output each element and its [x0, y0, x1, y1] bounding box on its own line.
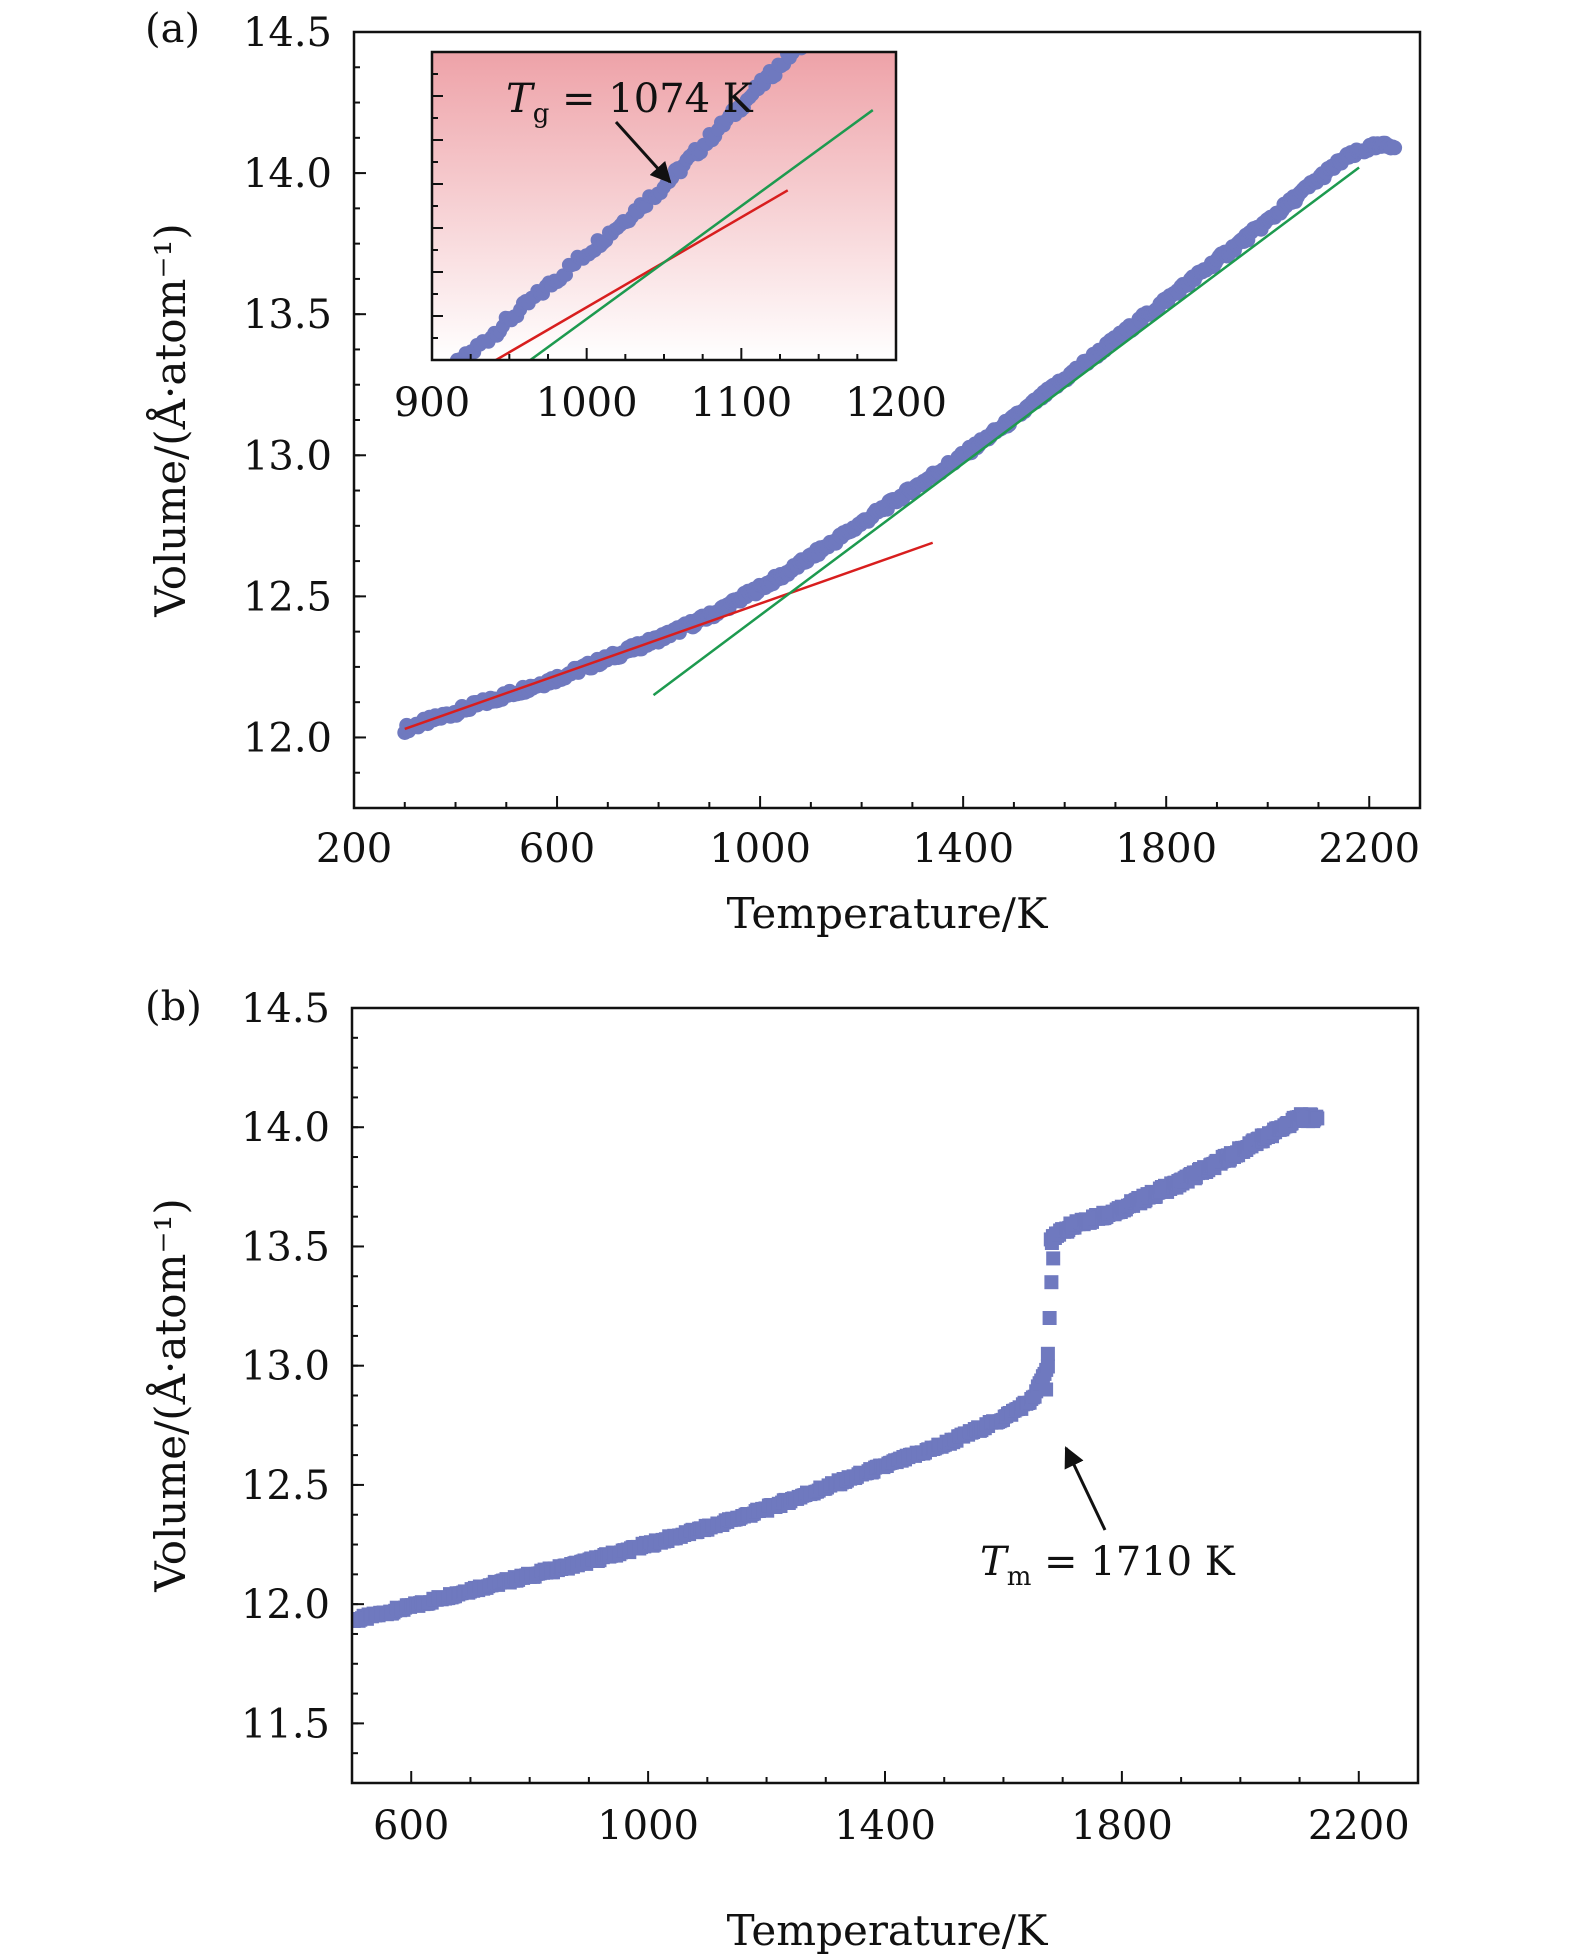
inset-point	[791, 36, 805, 50]
panel-b-y-tick-label: 13.5	[241, 1224, 330, 1270]
tg-arrow	[614, 120, 672, 184]
panel-a-x-tick-label: 1400	[912, 826, 1014, 872]
panel-b-x-tick-label: 1800	[1071, 1803, 1173, 1849]
panel-b-y-tick-label: 12.0	[241, 1582, 330, 1628]
inset-point	[797, 33, 811, 47]
panel-a-liquid-fit-line	[652, 166, 1360, 697]
panel-a-axes: 200 600 1000 1400 1800 2200 12.0 12.5 13.0 13.5 14…	[243, 10, 1421, 872]
panel-b-point	[1044, 1275, 1059, 1290]
tg-annotation: Tg = 1074 K	[506, 76, 754, 129]
panel-a-x-tick-label: 2200	[1318, 826, 1420, 872]
inset-point	[826, 8, 840, 22]
panel-b-frame	[350, 1006, 1420, 1785]
inset-point	[837, 0, 851, 5]
panel-b-point	[1040, 1359, 1055, 1374]
panel-b-y-tick-label: 13.0	[241, 1344, 330, 1390]
inset-point	[817, 10, 831, 24]
inset-x-tick-label: 1100	[690, 380, 792, 426]
panel-b-x-tick-label: 600	[373, 1803, 449, 1849]
inset-point	[809, 18, 823, 32]
panel-b: (b) 600 1000 1400 1800 2200 11.5 12.0 12.5 13.0 1…	[145, 984, 1420, 1955]
tm-arrow	[1064, 1446, 1107, 1531]
inset-x-tick-label: 1200	[845, 380, 947, 426]
inset-x-tick-label: 1000	[536, 380, 638, 426]
inset-background	[432, 52, 896, 360]
inset-point	[814, 16, 828, 30]
panel-a-x-tick-label: 1800	[1115, 826, 1217, 872]
panel-a-y-tick-label: 14.5	[243, 10, 332, 56]
panel-b-point	[1310, 1111, 1325, 1126]
inset-axes: 900 1000 1100 1200	[394, 73, 947, 426]
inset-point	[795, 52, 808, 56]
panel-a-y-tick-label: 13.0	[243, 433, 332, 479]
inset-point	[785, 52, 800, 60]
panel-a: (a) 200 600 1000 1400 1800 2200 12.0 12.5 13.0 13…	[145, 0, 1422, 938]
panel-a-y-tick-label: 13.5	[243, 292, 332, 338]
inset-data	[441, 0, 874, 378]
tm-annotation: Tm = 1710 K	[980, 1539, 1236, 1592]
panel-b-x-tick-label: 1400	[834, 1803, 936, 1849]
panel-b-y-tick-label: 14.0	[241, 1105, 330, 1151]
panel-a-glass-fit-line	[404, 541, 934, 731]
inset-point	[812, 22, 826, 36]
panel-b-x-tick-label: 1000	[597, 1803, 699, 1849]
inset-glass-fit-line	[493, 189, 789, 360]
inset-point	[829, 0, 843, 12]
panel-a-x-axis-title: Temperature/K	[727, 889, 1049, 938]
inset-point	[447, 364, 461, 378]
panel-a-y-tick-label: 14.0	[243, 151, 332, 197]
panel-b-point	[1046, 1251, 1061, 1266]
inset-point	[832, 0, 846, 8]
panel-b-data	[352, 1107, 1325, 1628]
panel-b-y-tick-label: 11.5	[241, 1701, 330, 1747]
panel-b-x-tick-label: 2200	[1308, 1803, 1410, 1849]
inset-point	[823, 3, 837, 17]
inset-point	[441, 361, 455, 375]
inset-plot: 900 1000 1100 1200 Tg = 1074 K	[394, 0, 947, 426]
panel-a-y-axis-title: Volume/(Å·atom⁻¹)	[145, 223, 195, 618]
panel-a-x-tick-label: 200	[316, 826, 392, 872]
panel-b-label: (b)	[145, 984, 202, 1030]
panel-b-point	[1042, 1311, 1057, 1325]
panel-a-label: (a)	[145, 6, 200, 52]
panel-a-point	[1387, 140, 1403, 156]
inset-point	[840, 0, 854, 3]
panel-b-y-tick-label: 12.5	[241, 1463, 330, 1509]
panel-b-point	[1039, 1382, 1054, 1397]
panel-b-y-tick-label: 14.5	[241, 986, 330, 1032]
panel-b-point	[1040, 1346, 1055, 1361]
panel-a-y-tick-label: 12.0	[243, 715, 332, 761]
panel-b-x-axis-title: Temperature/K	[727, 1906, 1049, 1955]
panel-b-y-axis-title: Volume/(Å·atom⁻¹)	[145, 1198, 195, 1593]
inset-point	[846, 0, 860, 2]
inset-point	[835, 0, 849, 4]
panel-a-x-tick-label: 600	[519, 826, 595, 872]
inset-point	[449, 359, 454, 360]
inset-point	[820, 7, 834, 21]
inset-liquid-fit-line	[528, 109, 874, 360]
panel-a-x-tick-label: 1000	[709, 826, 811, 872]
panel-a-y-tick-label: 12.5	[243, 574, 332, 620]
panel-a-data	[397, 135, 1403, 740]
inset-x-tick-label: 900	[394, 380, 470, 426]
panel-b-axes: 600 1000 1400 1800 2200 11.5 12.0 12.5 13.0 13.5 1…	[241, 986, 1419, 1849]
inset-point	[800, 27, 814, 41]
